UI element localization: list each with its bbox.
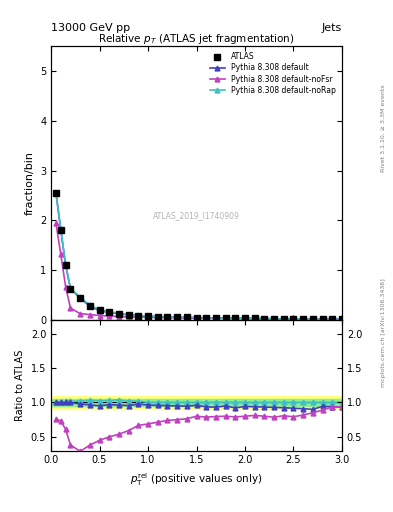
Y-axis label: fraction/bin: fraction/bin (24, 151, 35, 215)
Text: ATLAS_2019_I1740909: ATLAS_2019_I1740909 (153, 211, 240, 221)
Bar (51, 396, 342, 410)
Text: Jets: Jets (321, 23, 342, 33)
Text: 13000 GeV pp: 13000 GeV pp (51, 23, 130, 33)
Text: Rivet 3.1.10, ≥ 3.3M events: Rivet 3.1.10, ≥ 3.3M events (381, 84, 386, 172)
Bar (51, 399, 342, 406)
Text: mcplots.cern.ch [arXiv:1306.3436]: mcplots.cern.ch [arXiv:1306.3436] (381, 279, 386, 387)
X-axis label: $p_{\rm T}^{\rm rel}$ (positive values only): $p_{\rm T}^{\rm rel}$ (positive values o… (130, 471, 263, 488)
Legend: ATLAS, Pythia 8.308 default, Pythia 8.308 default-noFsr, Pythia 8.308 default-no: ATLAS, Pythia 8.308 default, Pythia 8.30… (207, 50, 338, 97)
Y-axis label: Ratio to ATLAS: Ratio to ATLAS (15, 350, 25, 421)
Title: Relative $p_{T}$ (ATLAS jet fragmentation): Relative $p_{T}$ (ATLAS jet fragmentatio… (98, 32, 295, 46)
